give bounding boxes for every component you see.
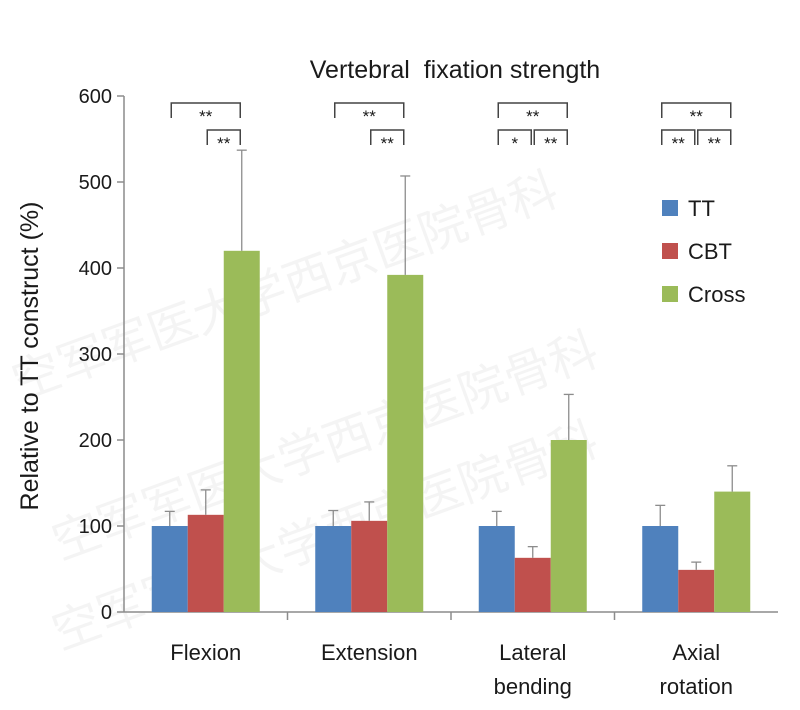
- legend: TT CBT Cross: [662, 196, 745, 307]
- bar-tt-2: [478, 526, 515, 612]
- significance-label: **: [690, 107, 704, 126]
- significance-bracket: [697, 129, 732, 145]
- y-tick-label: 500: [79, 172, 112, 194]
- significance-label: **: [708, 134, 722, 153]
- significance-bracket: [370, 129, 405, 145]
- bar-tt-0: [151, 526, 188, 612]
- significance-label: **: [526, 107, 540, 126]
- x-tick-label: Flexion: [170, 640, 241, 665]
- significance-brackets: *********** ****** **: [170, 102, 732, 153]
- significance-bracket: [661, 102, 732, 118]
- y-tick-label: 100: [79, 516, 112, 538]
- significance-label: **: [199, 107, 213, 126]
- bar-cross-0: [223, 250, 260, 613]
- y-axis-label: Relative to TT construct (%): [16, 202, 44, 511]
- significance-bracket: [206, 129, 241, 145]
- bar-cross-1: [387, 274, 424, 612]
- x-tick-label: Lateral: [499, 640, 566, 665]
- y-tick-label: 300: [79, 344, 112, 366]
- chart-title: Vertebral fixation strength: [310, 56, 600, 84]
- x-tick-label: rotation: [660, 674, 733, 699]
- bar-tt-1: [315, 526, 352, 612]
- significance-label: **: [217, 134, 231, 153]
- y-tick-label: 400: [79, 258, 112, 280]
- bar-tt-3: [642, 526, 679, 612]
- bar-cbt-3: [678, 569, 715, 612]
- significance-bracket: [497, 129, 532, 145]
- x-tick-label: Extension: [321, 640, 418, 665]
- significance-label: **: [381, 134, 395, 153]
- legend-swatch-cbt: [662, 243, 678, 259]
- significance-label: **: [544, 134, 558, 153]
- legend-swatch-cross: [662, 286, 678, 302]
- bar-cbt-2: [514, 557, 551, 612]
- significance-bracket: [533, 129, 568, 145]
- y-tick-label: 0: [101, 602, 112, 624]
- x-tick-label: Axial: [672, 640, 720, 665]
- bar-cbt-0: [187, 514, 224, 612]
- bar-cross-3: [714, 491, 751, 612]
- bar-cross-2: [550, 440, 587, 612]
- bars: Flexion Extension Lateral bending Axial rotat…: [151, 149, 751, 699]
- y-tick-label: 600: [79, 86, 112, 108]
- significance-label: *: [511, 134, 518, 153]
- bar-cbt-1: [351, 520, 388, 612]
- significance-label: **: [363, 107, 377, 126]
- legend-swatch-tt: [662, 200, 678, 216]
- significance-bracket: [661, 129, 696, 145]
- significance-label: **: [672, 134, 686, 153]
- legend-label: Cross: [688, 282, 745, 307]
- legend-label: CBT: [688, 239, 732, 264]
- x-tick-label: bending: [494, 674, 572, 699]
- significance-bracket: [170, 102, 241, 118]
- legend-label: TT: [688, 196, 715, 221]
- significance-bracket: [497, 102, 568, 118]
- y-tick-label: 200: [79, 430, 112, 452]
- significance-bracket: [334, 102, 405, 118]
